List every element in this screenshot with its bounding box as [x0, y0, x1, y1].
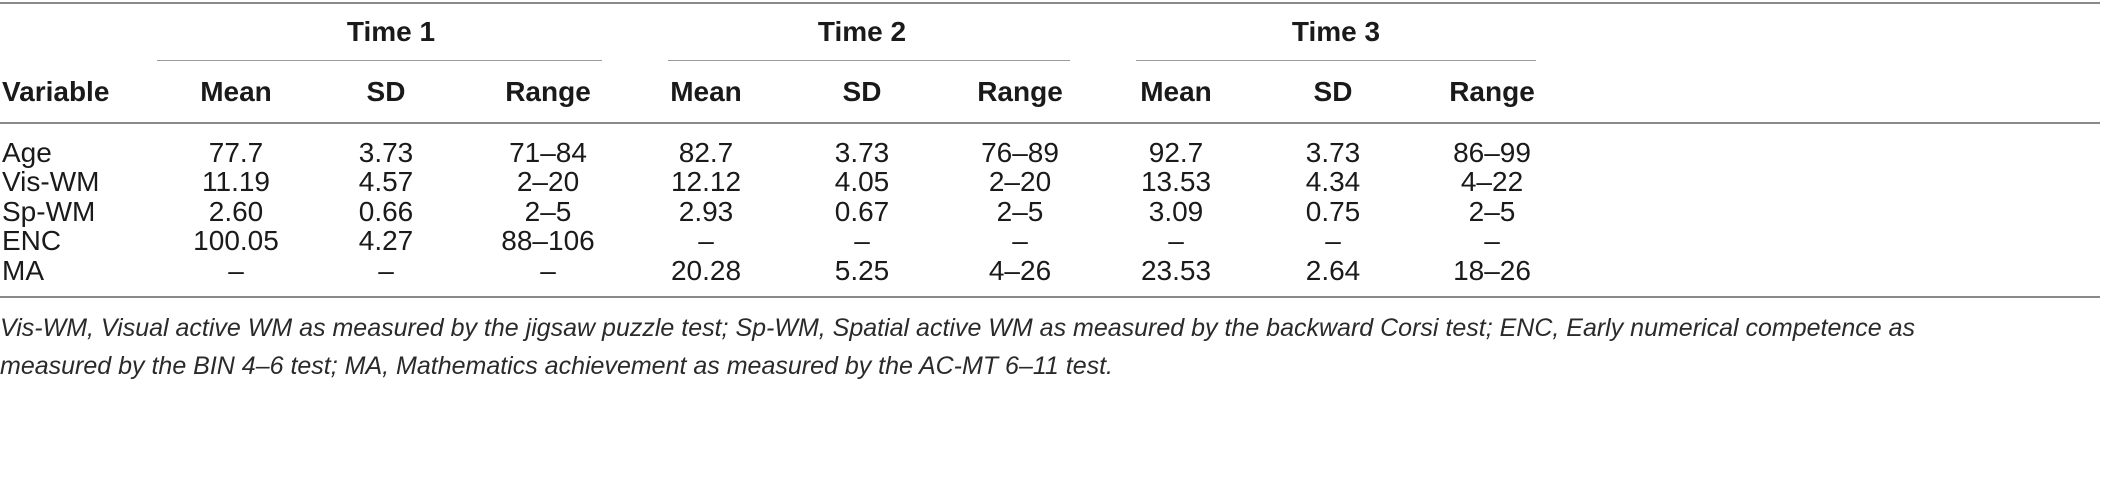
table-cell: 88–106 — [501, 225, 595, 256]
table-cell: – — [1168, 225, 1184, 256]
table-cell: 77.7 — [208, 137, 264, 168]
table-cell: 86–99 — [1453, 137, 1531, 168]
table-cell: 3.09 — [1148, 196, 1204, 227]
row-variable-label: Age — [2, 137, 52, 168]
table-cell: 82.7 — [678, 137, 734, 168]
table-cell: 2–20 — [516, 166, 580, 197]
table-cell: 11.19 — [202, 166, 270, 197]
table-cell: 2–20 — [988, 166, 1052, 197]
table-cell: 71–84 — [509, 137, 587, 168]
table-cell: 4.34 — [1305, 166, 1361, 197]
table-cell: 23.53 — [1140, 255, 1212, 286]
column-header-sd: SD — [366, 76, 406, 107]
column-header-mean: Mean — [1140, 76, 1212, 107]
table-cell: 5.25 — [834, 255, 890, 286]
table-cell: 92.7 — [1148, 137, 1204, 168]
column-header-mean: Mean — [200, 76, 272, 107]
time-1-underline — [157, 60, 602, 61]
table-cell: 3.73 — [358, 137, 414, 168]
column-header-sd: SD — [842, 76, 882, 107]
table-cell: 2–5 — [524, 196, 572, 227]
table-cell: 12.12 — [670, 166, 742, 197]
table-cell: 18–26 — [1453, 255, 1531, 286]
header-rule — [0, 122, 2100, 124]
table-cell: 2–5 — [996, 196, 1044, 227]
table-footnote-line-1: Vis-WM, Visual active WM as measured by … — [0, 314, 1916, 342]
table-cell: – — [1484, 225, 1500, 256]
table-cell: 4.57 — [358, 166, 414, 197]
table-cell: 4–22 — [1460, 166, 1524, 197]
table-cell: 0.67 — [834, 196, 890, 227]
table-cell: 13.53 — [1140, 166, 1212, 197]
table-cell: 0.66 — [358, 196, 414, 227]
time-2-underline — [668, 60, 1070, 61]
group-header-time-1: Time 1 — [346, 16, 436, 47]
table-cell: – — [1325, 225, 1341, 256]
variable-column-header: Variable — [2, 76, 110, 107]
table-cell: – — [854, 225, 870, 256]
column-header-range: Range — [1449, 76, 1535, 107]
table-cell: – — [698, 225, 714, 256]
table-cell: 2.60 — [208, 196, 264, 227]
table-footnote-line-2: measured by the BIN 4–6 test; MA, Mathem… — [0, 352, 1114, 380]
row-variable-label: MA — [2, 255, 44, 286]
table-cell: 2.93 — [678, 196, 734, 227]
table-cell: 4.05 — [834, 166, 890, 197]
table-cell: 2.64 — [1305, 255, 1361, 286]
group-header-time-3: Time 3 — [1291, 16, 1381, 47]
row-variable-label: Vis-WM — [2, 166, 100, 197]
table-cell: 3.73 — [1305, 137, 1361, 168]
bottom-rule — [0, 296, 2100, 298]
table-cell: 20.28 — [670, 255, 742, 286]
column-header-sd: SD — [1313, 76, 1353, 107]
time-3-underline — [1136, 60, 1536, 61]
table-cell: 3.73 — [834, 137, 890, 168]
table-cell: 100.05 — [193, 225, 279, 256]
table-cell: 0.75 — [1305, 196, 1361, 227]
column-header-range: Range — [505, 76, 591, 107]
column-header-mean: Mean — [670, 76, 742, 107]
row-variable-label: ENC — [2, 225, 62, 256]
top-rule — [0, 2, 2100, 4]
table-cell: – — [1012, 225, 1028, 256]
table-cell: 2–5 — [1468, 196, 1516, 227]
table-cell: 4.27 — [358, 225, 414, 256]
table-cell: – — [228, 255, 244, 286]
table-cell: 76–89 — [981, 137, 1059, 168]
group-header-time-2: Time 2 — [817, 16, 907, 47]
table-cell: – — [378, 255, 394, 286]
row-variable-label: Sp-WM — [2, 196, 96, 227]
table-cell: – — [540, 255, 556, 286]
column-header-range: Range — [977, 76, 1063, 107]
table-cell: 4–26 — [988, 255, 1052, 286]
